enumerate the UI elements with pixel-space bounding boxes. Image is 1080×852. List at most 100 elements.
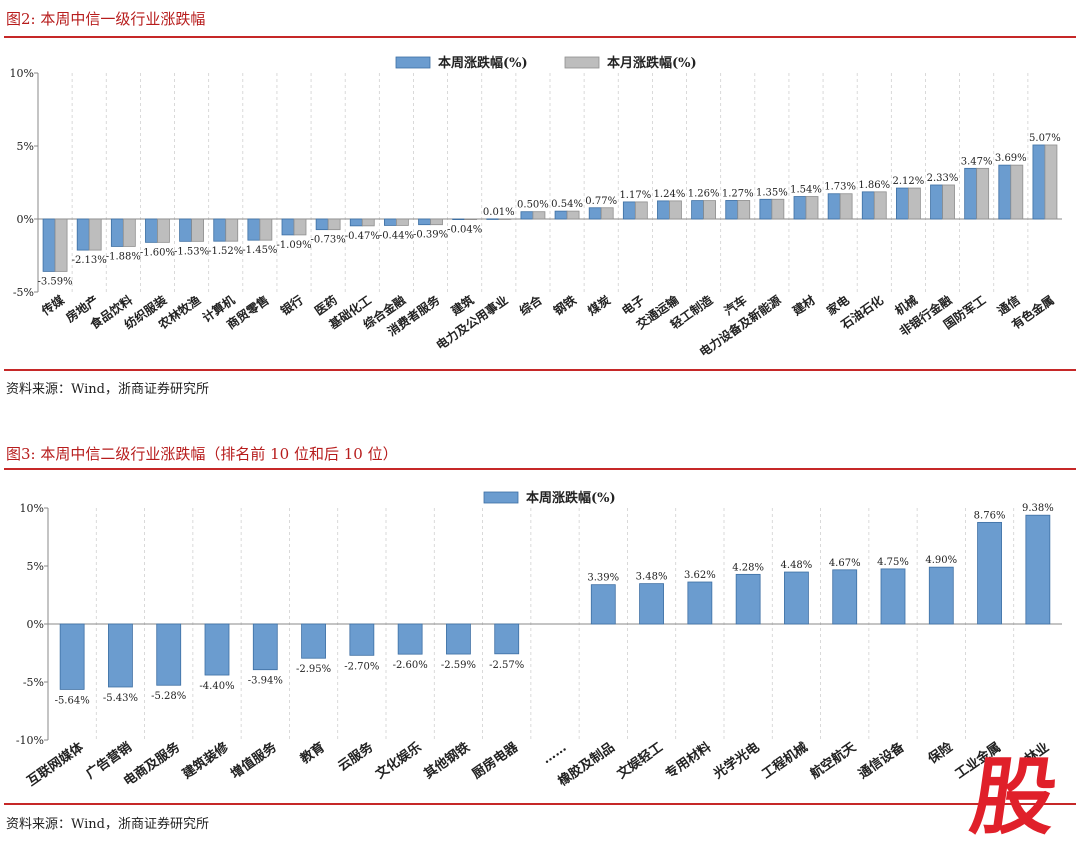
data-label: -1.52% bbox=[208, 246, 243, 257]
bar-week bbox=[590, 584, 616, 625]
bar-month bbox=[88, 218, 102, 251]
bar-week bbox=[554, 210, 568, 220]
data-label: 0.50% bbox=[517, 200, 549, 211]
bar-week bbox=[832, 569, 858, 625]
data-label: 3.48% bbox=[636, 572, 668, 583]
data-label: 0.54% bbox=[551, 199, 583, 210]
bar-week bbox=[76, 218, 90, 251]
data-label: -2.95% bbox=[296, 664, 331, 675]
category-label: 其他钢铁 bbox=[421, 739, 473, 782]
figure2-title-rule bbox=[4, 36, 1076, 38]
legend-swatch-week bbox=[483, 491, 519, 504]
data-label: -0.04% bbox=[447, 225, 482, 236]
bar-month bbox=[327, 218, 341, 231]
category-label: 光学光电 bbox=[710, 739, 763, 783]
category-label: 增值服务 bbox=[228, 739, 281, 783]
bar-month bbox=[395, 218, 409, 226]
bar-week bbox=[928, 566, 954, 625]
c2-data-labels: -5.64% -5.43% -5.28% -4.40% -3.94% -2.95% -2.7… bbox=[55, 503, 1054, 706]
bar-week bbox=[588, 207, 602, 220]
bar-week bbox=[59, 623, 85, 690]
bar-month bbox=[566, 210, 580, 220]
data-label: -2.70% bbox=[344, 661, 379, 672]
c1-bars bbox=[42, 144, 1058, 272]
data-label: 4.28% bbox=[732, 562, 764, 573]
bar-week bbox=[315, 218, 329, 231]
bar-month bbox=[430, 218, 443, 226]
bar-month bbox=[157, 218, 170, 243]
data-label: 3.62% bbox=[684, 570, 716, 581]
bar-week bbox=[657, 200, 670, 220]
legend-label-month: 本月涨跌幅(%) bbox=[607, 55, 697, 71]
bar-month bbox=[1010, 164, 1024, 220]
data-label: 1.17% bbox=[619, 190, 651, 201]
bar-week bbox=[247, 218, 261, 241]
bar-month bbox=[293, 218, 307, 236]
bar-week bbox=[735, 573, 761, 625]
bar-month bbox=[669, 200, 682, 220]
bar-month bbox=[361, 218, 375, 227]
category-label: 航空航天 bbox=[807, 739, 860, 783]
category-label: 云服务 bbox=[335, 739, 377, 775]
bar-month bbox=[839, 193, 853, 220]
bar-week bbox=[827, 193, 841, 220]
bar-week bbox=[397, 623, 423, 655]
c1-data-labels: -3.59%-2.13%-1.88%-1.60%-1.53%-1.52%-1.4… bbox=[37, 133, 1060, 287]
bar-week bbox=[1032, 144, 1046, 220]
bar-week bbox=[793, 196, 807, 220]
data-label: 5.07% bbox=[1029, 133, 1061, 144]
figure3-title: 图3: 本周中信二级行业涨跌幅（排名前 10 位和后 10 位） bbox=[6, 445, 398, 463]
data-label: -0.44% bbox=[379, 230, 414, 241]
y-tick-label: -5% bbox=[23, 676, 44, 689]
c1-gridlines bbox=[71, 73, 1029, 292]
bar-week bbox=[349, 623, 375, 656]
figure3-chart: -10%-5%0%5%10% -5.64% -5.43% -5.28%-4.40% -… bbox=[16, 490, 1062, 790]
legend-label-week: 本周涨跌幅(%) bbox=[438, 55, 528, 71]
figure3-source: 资料来源：Wind，浙商证券研究所 bbox=[6, 817, 209, 832]
legend-label-week: 本周涨跌幅(%) bbox=[526, 490, 616, 506]
y-tick-label: 5% bbox=[17, 140, 34, 153]
data-label: 8.76% bbox=[974, 510, 1006, 521]
bar-week bbox=[725, 200, 739, 220]
bar-month bbox=[737, 200, 751, 220]
y-tick-label: 10% bbox=[20, 502, 44, 515]
bar-week bbox=[759, 198, 773, 220]
bar-week bbox=[784, 571, 809, 625]
bar-week bbox=[687, 581, 713, 625]
c2-bars bbox=[59, 514, 1051, 690]
bar-month bbox=[498, 218, 512, 220]
data-label: 1.27% bbox=[722, 188, 754, 199]
bar-week bbox=[108, 623, 133, 688]
figure2-bottom-rule bbox=[4, 369, 1076, 371]
category-label: …… bbox=[539, 740, 569, 767]
data-label: -1.09% bbox=[276, 240, 311, 251]
figure2-title: 图2: 本周中信一级行业涨跌幅 bbox=[6, 10, 206, 28]
data-label: -3.94% bbox=[248, 676, 283, 687]
bar-month bbox=[634, 201, 648, 220]
bar-week bbox=[964, 167, 978, 220]
data-label: 3.69% bbox=[995, 153, 1027, 164]
data-label: -1.53% bbox=[174, 246, 209, 257]
figure3-title-rule bbox=[4, 468, 1076, 470]
data-label: 0.01% bbox=[483, 207, 515, 218]
bar-week bbox=[930, 184, 943, 220]
category-label: 建筑装修 bbox=[180, 739, 233, 783]
bar-month bbox=[532, 211, 546, 220]
data-label: 4.67% bbox=[829, 558, 861, 569]
category-label: 保险 bbox=[924, 739, 956, 768]
bar-week bbox=[896, 187, 909, 220]
bar-week bbox=[349, 218, 363, 227]
data-label: 0.77% bbox=[585, 196, 617, 207]
data-label: 1.26% bbox=[688, 189, 720, 200]
bar-week bbox=[452, 218, 466, 221]
category-label: 厨房电器 bbox=[469, 739, 522, 783]
category-label: 专用材料 bbox=[662, 739, 714, 782]
y-tick-label: -5% bbox=[13, 286, 34, 299]
data-label: 3.47% bbox=[961, 156, 993, 167]
data-label: 1.54% bbox=[790, 185, 822, 196]
data-label: -1.88% bbox=[106, 251, 141, 262]
category-label: 教育 bbox=[297, 739, 328, 768]
data-label: 3.39% bbox=[587, 573, 619, 584]
